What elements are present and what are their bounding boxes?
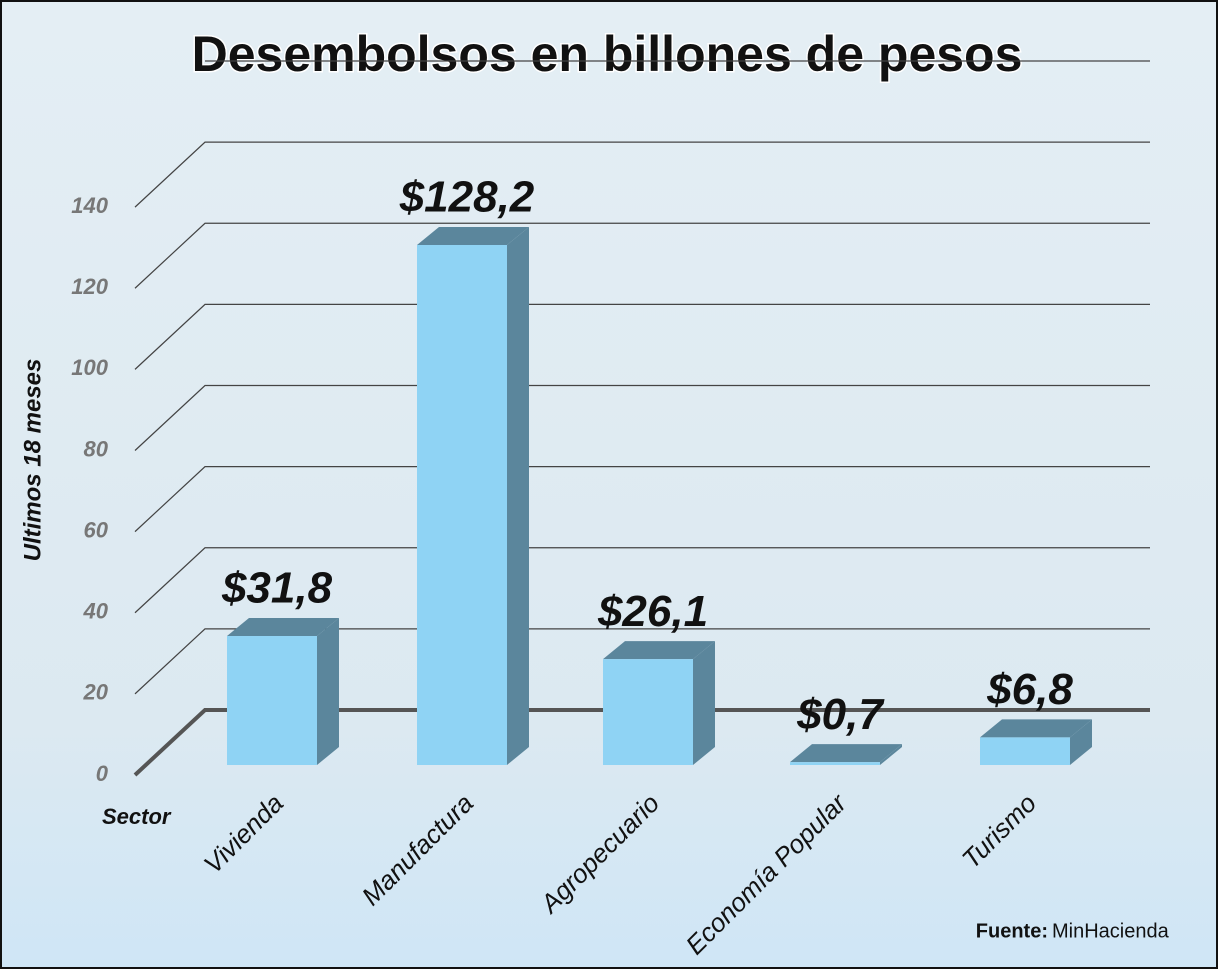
y-tick-label: 120 [71,274,108,299]
bar [227,636,317,765]
value-label: $128,2 [399,173,535,222]
grid-line [134,303,1150,370]
grid-line [134,547,1150,614]
y-tick-label: 20 [83,680,109,705]
y-tick-label: 80 [84,436,109,461]
bar [980,737,1070,765]
bar-side [1070,719,1092,765]
y-tick-label: 60 [84,517,109,542]
source-label: Fuente: [976,920,1048,942]
chart-title: Desembolsos en billones de pesos [192,26,1023,82]
bar-top [417,226,529,245]
value-label: $6,8 [986,665,1073,714]
grid-line [134,222,1150,289]
bar-top [603,641,715,660]
y-axis-label: Ultimos 18 meses [19,359,46,562]
y-tick-label: 100 [71,355,108,380]
source: MinHacienda [1052,920,1170,942]
bar-top [790,744,902,763]
bar-side [880,744,902,765]
y-tick-label: 0 [96,761,109,786]
grid-line [134,628,1150,695]
bar-top [227,618,339,637]
y-tick-label: 40 [83,599,109,624]
bar [417,244,507,765]
bar-side [693,641,715,765]
bar-side [507,226,529,765]
value-label: $31,8 [221,564,333,613]
grid-line [134,141,1150,208]
x-axis-label: Sector [102,804,172,829]
bar [603,659,693,765]
value-label: $0,7 [796,690,885,739]
bar [790,762,880,765]
y-tick-label: 140 [71,193,108,218]
bar-top [980,719,1092,738]
axis-floor [133,708,1150,777]
grid-line [134,466,1150,533]
grid-line [134,384,1150,451]
bar-side [317,618,339,765]
value-label: $26,1 [597,587,708,636]
